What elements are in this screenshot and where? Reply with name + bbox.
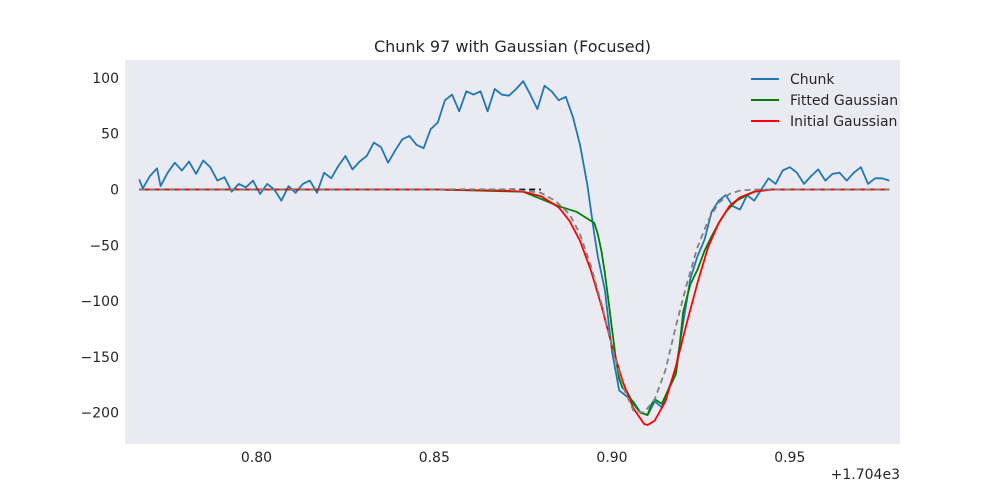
plot-area	[125, 60, 900, 444]
y-tick-label: −150	[81, 350, 119, 366]
chart-title: Chunk 97 with Gaussian (Focused)	[374, 37, 651, 56]
series-layer	[138, 80, 890, 426]
x-offset-label: +1.704e3	[831, 467, 900, 483]
y-tick-label: −200	[81, 406, 119, 422]
series-line-4	[139, 188, 890, 414]
x-tick-label: 0.80	[241, 450, 272, 466]
y-tick-label: 100	[92, 71, 119, 87]
y-tick-labels: 100 50 0 −50 −100 −150 −200	[81, 71, 119, 422]
y-tick-label: 0	[110, 183, 119, 199]
y-tick-label: −100	[81, 294, 119, 310]
series-line-0	[138, 80, 890, 416]
legend-label: Initial Gaussian	[790, 114, 897, 130]
x-tick-label: 0.85	[419, 450, 450, 466]
x-tick-labels: 0.80 0.85 0.90 0.95	[241, 450, 805, 466]
y-tick-label: −50	[89, 238, 119, 254]
x-tick-label: 0.95	[774, 450, 805, 466]
y-tick-label: 50	[101, 127, 119, 143]
x-tick-label: 0.90	[596, 450, 627, 466]
legend-label: Chunk	[790, 72, 835, 88]
series-line-2	[139, 188, 890, 426]
legend-label: Fitted Gaussian	[790, 93, 898, 109]
legend: Chunk Fitted Gaussian Initial Gaussian	[751, 72, 898, 130]
